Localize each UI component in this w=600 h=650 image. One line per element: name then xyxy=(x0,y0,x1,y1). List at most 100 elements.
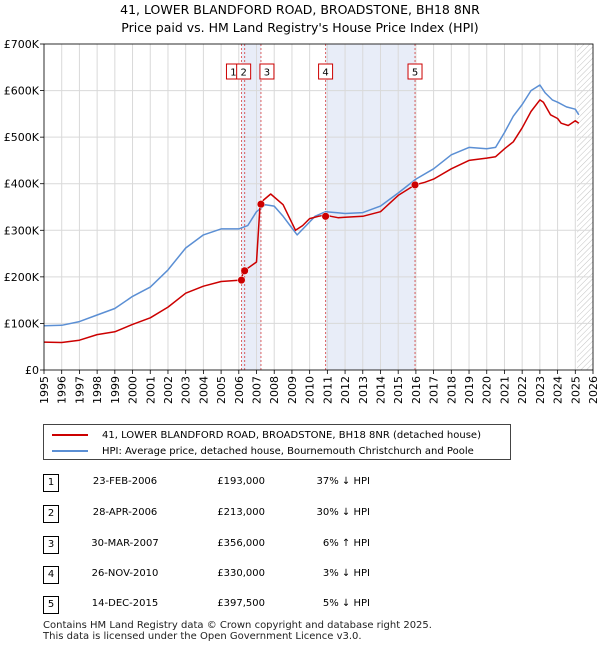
x-tick-label: 2022 xyxy=(516,376,529,404)
marker-label-text: 3 xyxy=(264,68,270,79)
transaction-price: £330,000 xyxy=(217,568,265,579)
transaction-row: 4 26-NOV-2010 £330,000 3% ↓ HPI xyxy=(0,566,600,584)
transaction-row: 3 30-MAR-2007 £356,000 6% ↑ HPI xyxy=(0,536,600,554)
x-tick-label: 2011 xyxy=(321,376,334,404)
transaction-number: 1 xyxy=(43,474,59,492)
legend-item-property: 41, LOWER BLANDFORD ROAD, BROADSTONE, BH… xyxy=(52,427,481,443)
x-tick-label: 2004 xyxy=(197,376,210,404)
transaction-price: £193,000 xyxy=(217,476,265,487)
x-tick-label: 2026 xyxy=(587,376,600,404)
y-tick-label: £200K xyxy=(4,271,40,284)
footer-line-licence: This data is licensed under the Open Gov… xyxy=(43,631,362,642)
x-tick-label: 2023 xyxy=(534,376,547,404)
legend-label-property: 41, LOWER BLANDFORD ROAD, BROADSTONE, BH… xyxy=(102,429,481,441)
sale-point xyxy=(321,212,330,221)
marker-label-box xyxy=(236,63,252,80)
marker-label-text: 2 xyxy=(240,68,246,79)
x-tick-label: 2013 xyxy=(357,376,370,404)
sale-point xyxy=(410,180,420,189)
x-tick-label: 2000 xyxy=(127,376,140,404)
transaction-number: 5 xyxy=(43,596,59,614)
sale-point xyxy=(256,200,265,209)
shaded-range xyxy=(325,44,416,370)
sale-point xyxy=(237,276,246,285)
marker-label-text: 5 xyxy=(412,68,418,79)
transaction-number: 2 xyxy=(43,505,59,523)
marker-label: 3 xyxy=(259,63,275,80)
x-tick-label: 1997 xyxy=(73,376,86,404)
marker-label-text: 4 xyxy=(322,68,328,79)
marker-label: 4 xyxy=(318,63,334,80)
x-tick-label: 1998 xyxy=(91,376,104,404)
x-tick-label: 1999 xyxy=(109,376,122,404)
marker-label-box xyxy=(318,63,334,80)
legend-label-hpi: HPI: Average price, detached house, Bour… xyxy=(102,445,474,457)
transaction-price: £397,500 xyxy=(217,598,265,609)
y-tick-label: £0 xyxy=(25,364,39,377)
x-tick-label: 2002 xyxy=(162,376,175,404)
chart-title: 41, LOWER BLANDFORD ROAD, BROADSTONE, BH… xyxy=(120,2,480,17)
transaction-hpi: 37% ↓ HPI xyxy=(316,476,370,487)
transaction-row: 1 23-FEB-2006 £193,000 37% ↓ HPI xyxy=(0,474,600,492)
marker-label-text: 1 xyxy=(230,68,236,79)
series-line xyxy=(43,99,580,344)
x-tick-label: 2024 xyxy=(552,376,565,404)
plot-frame xyxy=(43,43,594,371)
x-tick-label: 1996 xyxy=(56,376,69,404)
x-tick-label: 2006 xyxy=(233,376,246,404)
series-line xyxy=(43,84,580,327)
legend-swatch-hpi xyxy=(52,450,88,452)
footer-attribution: Contains HM Land Registry data © Crown c… xyxy=(43,620,432,642)
x-tick-label: 2017 xyxy=(428,376,441,404)
x-tick-label: 2019 xyxy=(463,376,476,404)
footer-line-copyright: Contains HM Land Registry data © Crown c… xyxy=(43,620,432,631)
y-tick-label: £500K xyxy=(4,131,40,144)
transaction-hpi: 30% ↓ HPI xyxy=(316,507,370,518)
y-tick-label: £100K xyxy=(4,317,40,330)
x-tick-label: 2018 xyxy=(445,376,458,404)
x-tick-label: 2014 xyxy=(374,376,387,404)
transaction-date: 28-APR-2006 xyxy=(92,507,158,518)
transaction-price: £356,000 xyxy=(217,538,265,549)
x-tick-label: 2025 xyxy=(569,376,582,404)
x-tick-label: 2016 xyxy=(410,376,423,404)
transaction-row: 2 28-APR-2006 £213,000 30% ↓ HPI xyxy=(0,505,600,523)
chart-subtitle: Price paid vs. HM Land Registry's House … xyxy=(121,20,479,35)
transaction-date: 23-FEB-2006 xyxy=(92,476,158,487)
x-tick-label: 2010 xyxy=(304,376,317,404)
y-tick-label: £600K xyxy=(4,85,40,98)
transaction-date: 30-MAR-2007 xyxy=(91,538,159,549)
transaction-hpi: 3% ↓ HPI xyxy=(322,568,370,579)
plot-area xyxy=(44,44,593,370)
transaction-number: 4 xyxy=(43,566,59,584)
x-tick-label: 2009 xyxy=(286,376,299,404)
marker-label-box xyxy=(259,63,275,80)
y-tick-label: £300K xyxy=(4,224,40,237)
transaction-hpi: 6% ↑ HPI xyxy=(322,538,370,549)
transaction-row: 5 14-DEC-2015 £397,500 5% ↓ HPI xyxy=(0,596,600,614)
transaction-date: 26-NOV-2010 xyxy=(91,568,159,579)
transaction-hpi: 5% ↓ HPI xyxy=(322,598,370,609)
x-tick-label: 2012 xyxy=(339,376,352,404)
x-tick-label: 2003 xyxy=(180,376,193,404)
sale-point xyxy=(240,266,249,275)
transaction-number: 3 xyxy=(43,536,59,554)
x-tick-label: 2007 xyxy=(251,376,264,404)
transaction-date: 14-DEC-2015 xyxy=(91,598,159,609)
forecast-hatch xyxy=(577,44,593,370)
marker-label: 2 xyxy=(236,63,252,80)
x-tick-label: 2005 xyxy=(215,376,228,404)
x-tick-label: 1995 xyxy=(38,376,51,404)
legend-swatch-property xyxy=(52,434,88,436)
marker-label: 5 xyxy=(407,63,423,80)
x-tick-label: 2015 xyxy=(392,376,405,404)
x-tick-label: 2001 xyxy=(144,376,157,404)
x-tick-label: 2021 xyxy=(498,376,511,404)
y-tick-label: £400K xyxy=(4,178,40,191)
marker-label-box xyxy=(407,63,423,80)
x-tick-label: 2020 xyxy=(481,376,494,404)
y-tick-label: £700K xyxy=(4,38,40,51)
transaction-price: £213,000 xyxy=(217,507,265,518)
legend: 41, LOWER BLANDFORD ROAD, BROADSTONE, BH… xyxy=(43,424,511,460)
